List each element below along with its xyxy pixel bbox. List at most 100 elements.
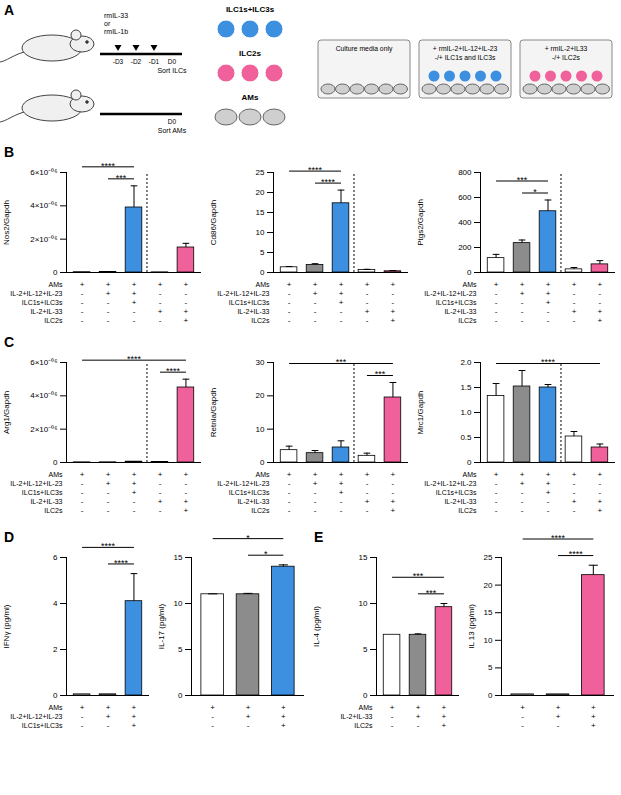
svg-text:IL-2+IL-12+IL-23: IL-2+IL-12+IL-23 xyxy=(217,480,269,487)
svg-text:-: - xyxy=(573,316,576,325)
svg-text:0: 0 xyxy=(178,691,183,700)
svg-text:600: 600 xyxy=(458,193,472,202)
svg-text:+: + xyxy=(184,307,189,316)
svg-text:+: + xyxy=(158,280,163,289)
svg-text:+: + xyxy=(287,470,292,479)
svg-text:-: - xyxy=(599,488,602,497)
svg-text:4×10⁻⁰⁶: 4×10⁻⁰⁶ xyxy=(30,201,57,210)
svg-text:-: - xyxy=(159,316,162,325)
svg-text:+: + xyxy=(598,497,603,506)
svg-text:+: + xyxy=(598,506,603,515)
svg-text:ILC1s+ILC3s: ILC1s+ILC3s xyxy=(436,299,477,306)
svg-text:+: + xyxy=(494,280,499,289)
svg-text:Arg1/Gapdh: Arg1/Gapdh xyxy=(2,391,11,434)
svg-text:+: + xyxy=(546,470,551,479)
svg-text:+: + xyxy=(132,298,137,307)
svg-text:4×10⁻⁰⁶: 4×10⁻⁰⁶ xyxy=(30,391,57,400)
svg-text:+: + xyxy=(313,479,318,488)
svg-text:D0: D0 xyxy=(168,58,177,65)
svg-text:AMs: AMs xyxy=(49,281,64,288)
svg-text:0: 0 xyxy=(53,691,58,700)
svg-text:+: + xyxy=(572,470,577,479)
svg-text:-: - xyxy=(392,289,395,298)
svg-text:+ rmIL-2+IL33: + rmIL-2+IL33 xyxy=(545,45,588,52)
svg-text:ILC1s+ILC3s: ILC1s+ILC3s xyxy=(22,489,63,496)
svg-text:ILC1s+ILC3s: ILC1s+ILC3s xyxy=(22,299,63,306)
svg-text:****: **** xyxy=(114,558,129,568)
svg-text:+: + xyxy=(391,316,396,325)
svg-text:+: + xyxy=(591,721,596,730)
svg-text:10: 10 xyxy=(256,228,265,237)
svg-text:***: *** xyxy=(413,571,424,581)
svg-text:AMs: AMs xyxy=(463,471,478,478)
svg-text:+: + xyxy=(339,488,344,497)
svg-text:****: **** xyxy=(127,354,142,364)
svg-text:25: 25 xyxy=(256,168,265,177)
svg-text:+: + xyxy=(391,506,396,515)
svg-text:ILC1s+ILC3s: ILC1s+ILC3s xyxy=(229,489,270,496)
svg-text:-: - xyxy=(107,721,110,730)
svg-text:ILC2s: ILC2s xyxy=(239,49,261,58)
svg-text:-: - xyxy=(340,497,343,506)
svg-text:-: - xyxy=(495,488,498,497)
svg-text:0: 0 xyxy=(488,691,493,700)
svg-text:IL-2+IL-12+IL-23: IL-2+IL-12+IL-23 xyxy=(10,480,62,487)
svg-text:****: **** xyxy=(321,177,336,187)
svg-text:-: - xyxy=(366,488,369,497)
svg-text:5: 5 xyxy=(178,645,183,654)
svg-text:20: 20 xyxy=(256,391,265,400)
svg-text:+: + xyxy=(442,721,447,730)
svg-text:-: - xyxy=(599,289,602,298)
svg-text:-: - xyxy=(521,497,524,506)
svg-text:-: - xyxy=(521,712,524,721)
svg-text:-: - xyxy=(81,479,84,488)
svg-text:ILC1s+ILC3s: ILC1s+ILC3s xyxy=(436,489,477,496)
svg-text:20: 20 xyxy=(256,188,265,197)
svg-text:Mrc1/Gapdh: Mrc1/Gapdh xyxy=(416,390,425,434)
svg-text:IL-2+IL-33: IL-2+IL-33 xyxy=(30,498,62,505)
svg-text:-: - xyxy=(247,721,250,730)
svg-text:-: - xyxy=(185,488,188,497)
svg-text:-: - xyxy=(340,307,343,316)
svg-text:-: - xyxy=(521,488,524,497)
svg-text:+: + xyxy=(494,470,499,479)
svg-text:-: - xyxy=(211,712,214,721)
svg-text:-: - xyxy=(288,497,291,506)
svg-text:ILC2s: ILC2s xyxy=(251,317,270,324)
svg-text:-D1: -D1 xyxy=(149,58,160,65)
svg-text:-: - xyxy=(185,289,188,298)
svg-text:-/+ ILC1s and ILC3s: -/+ ILC1s and ILC3s xyxy=(435,54,496,61)
svg-text:-: - xyxy=(81,488,84,497)
svg-text:***: *** xyxy=(116,173,127,183)
svg-text:2.0: 2.0 xyxy=(460,358,472,367)
svg-text:200: 200 xyxy=(458,243,472,252)
svg-text:10: 10 xyxy=(359,599,368,608)
svg-text:+: + xyxy=(281,712,286,721)
svg-text:-: - xyxy=(547,506,550,515)
svg-text:+: + xyxy=(132,470,137,479)
svg-text:+: + xyxy=(546,298,551,307)
svg-text:+: + xyxy=(520,280,525,289)
svg-text:-: - xyxy=(495,506,498,515)
svg-text:-: - xyxy=(392,298,395,307)
svg-text:****: **** xyxy=(569,549,584,559)
svg-text:AMs: AMs xyxy=(359,704,374,711)
svg-text:+: + xyxy=(281,703,286,712)
svg-text:0: 0 xyxy=(260,458,265,467)
svg-text:rmIL-1b: rmIL-1b xyxy=(104,28,128,35)
svg-text:+: + xyxy=(184,506,189,515)
svg-text:rmIL-33: rmIL-33 xyxy=(104,12,128,19)
svg-text:-: - xyxy=(107,307,110,316)
svg-text:ILC2s: ILC2s xyxy=(251,507,270,514)
svg-text:-: - xyxy=(366,289,369,298)
svg-text:***: *** xyxy=(375,369,386,379)
svg-text:-: - xyxy=(133,307,136,316)
svg-text:+: + xyxy=(391,280,396,289)
svg-text:+: + xyxy=(520,479,525,488)
svg-text:+: + xyxy=(184,470,189,479)
svg-text:-: - xyxy=(495,497,498,506)
svg-text:-: - xyxy=(159,289,162,298)
svg-text:+: + xyxy=(416,703,421,712)
svg-text:-: - xyxy=(288,307,291,316)
svg-text:Retnla/Gapdh: Retnla/Gapdh xyxy=(209,388,218,437)
